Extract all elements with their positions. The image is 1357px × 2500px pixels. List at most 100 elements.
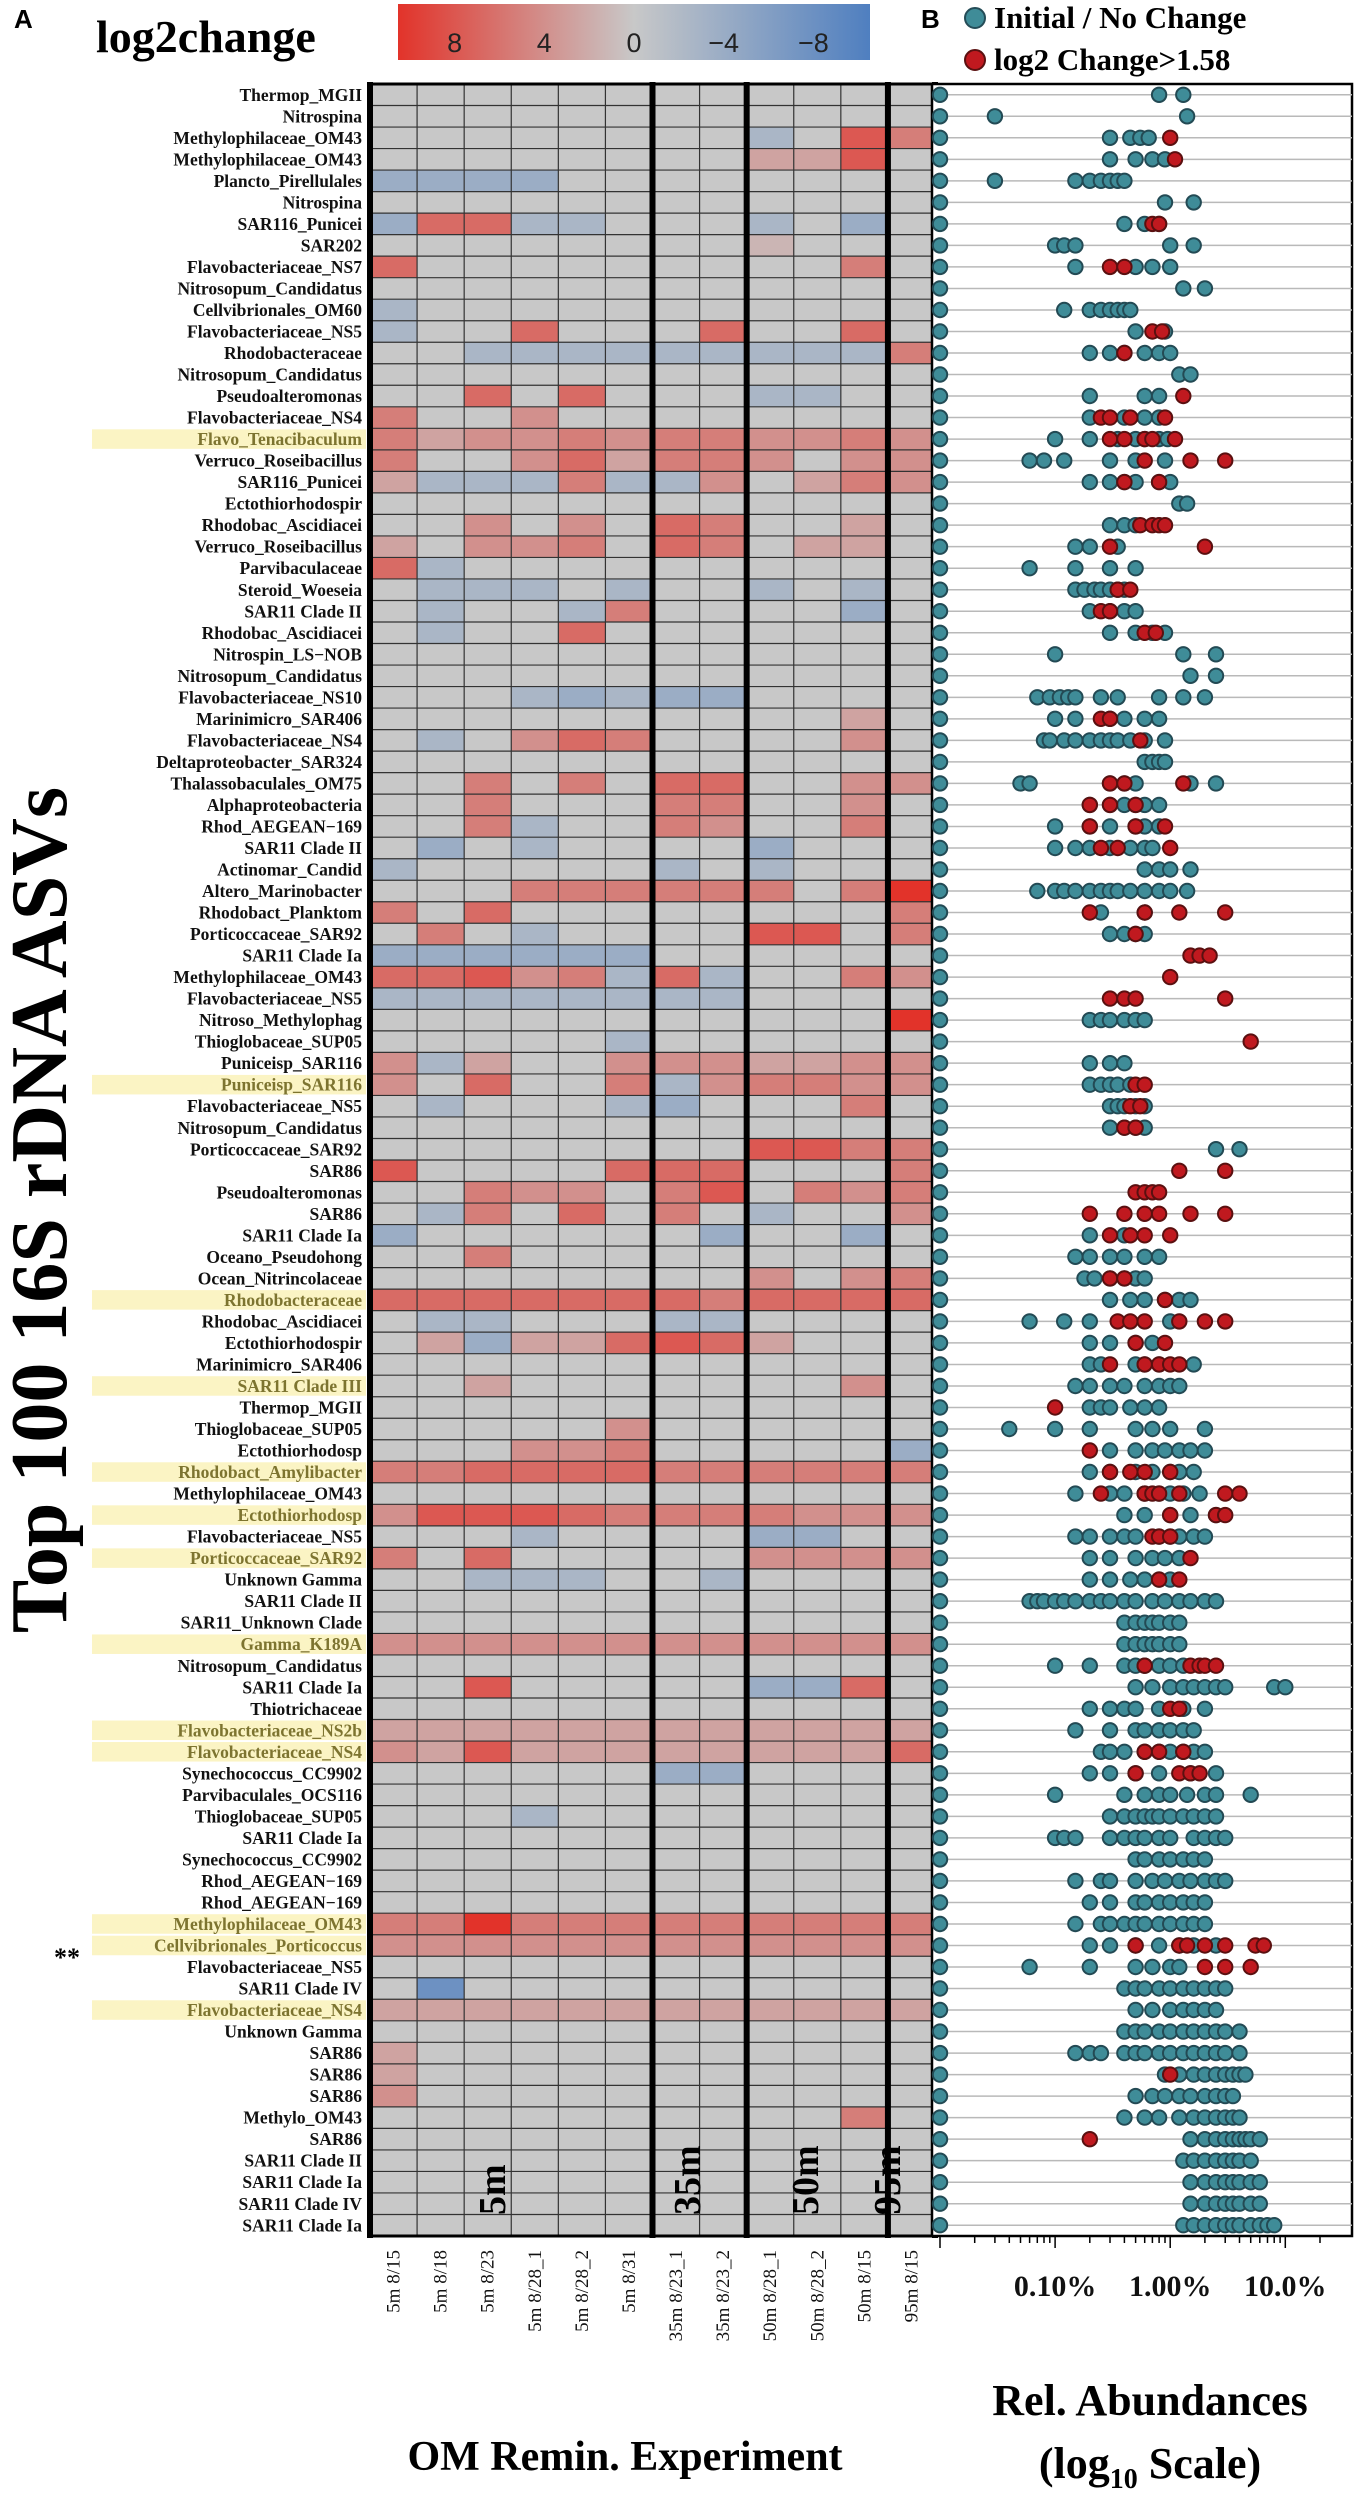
heatmap-cell	[417, 1719, 465, 1742]
changed-point	[1162, 1227, 1179, 1244]
heatmap-cell	[887, 966, 935, 988]
changed-point	[1217, 1958, 1234, 1976]
row-label: Rhodobacteraceae	[224, 1290, 362, 1310]
heatmap-cell	[605, 1870, 653, 1892]
heatmap-cell	[464, 987, 512, 1010]
changed-point	[1153, 323, 1171, 340]
initial-point	[1101, 1765, 1119, 1782]
initial-point	[1182, 1506, 1199, 1524]
changed-point	[1150, 1571, 1168, 1588]
row-label: Porticoccaceae_SAR92	[190, 924, 362, 944]
initial-point	[1162, 1829, 1179, 1847]
heatmap-cell	[605, 1052, 653, 1074]
heatmap-cell	[370, 2214, 418, 2236]
changed-point	[1156, 1334, 1174, 1352]
changed-point	[1207, 1657, 1225, 1674]
heatmap-cell	[464, 1676, 512, 1698]
heatmap-cell	[887, 105, 935, 128]
heatmap-cell	[840, 643, 888, 666]
row-label: Flavobacteriaceae_NS5	[187, 1096, 362, 1116]
row-label-highlight	[92, 429, 366, 449]
heatmap-cell	[417, 1784, 465, 1806]
initial-point	[931, 1399, 949, 1416]
heatmap-cell	[652, 514, 700, 536]
heatmap-cell	[887, 2128, 935, 2150]
heatmap-cell	[887, 751, 935, 773]
heatmap-cell	[605, 406, 653, 429]
initial-point	[1021, 1313, 1038, 1330]
heatmap-cell	[605, 901, 653, 924]
initial-point	[931, 882, 949, 900]
heatmap-cell	[793, 880, 841, 902]
heatmap-cell	[699, 1073, 747, 1096]
heatmap-cell	[793, 363, 841, 386]
initial-point	[1127, 1872, 1144, 1890]
initial-point	[1185, 1463, 1202, 1481]
initial-point	[1116, 1377, 1133, 1395]
heatmap-cell	[417, 1461, 465, 1483]
heatmap-cell	[558, 1762, 606, 1785]
heatmap-cell	[887, 2106, 935, 2129]
heatmap-cell	[746, 1934, 794, 1957]
initial-point	[1175, 280, 1192, 297]
heatmap-cell	[840, 751, 888, 773]
changed-point	[1101, 409, 1119, 426]
heatmap-cell	[417, 105, 465, 128]
heatmap-cell	[605, 1719, 653, 1742]
heatmap-cell	[840, 1138, 888, 1160]
initial-point	[1196, 1851, 1214, 1868]
initial-point	[1162, 861, 1179, 878]
row-label: Flavobacteriaceae_NS4	[187, 730, 362, 750]
heatmap-cell	[511, 342, 559, 364]
heatmap-cell	[793, 1009, 841, 1031]
y-axis-title: Top 100 16S rDNA ASVs	[0, 787, 84, 1633]
initial-point	[1136, 1011, 1153, 1029]
column-label: 95m 8/15	[902, 2250, 923, 2322]
changed-point	[1136, 1356, 1153, 1373]
heatmap-cell	[511, 449, 559, 472]
row-label: Nitrospin_LS−NOB	[213, 644, 362, 664]
row-label-highlight	[92, 1914, 366, 1934]
changed-point	[1136, 1743, 1153, 1761]
heatmap-cell	[511, 772, 559, 795]
heatmap-cell	[558, 1310, 606, 1333]
heatmap-cell	[605, 1181, 653, 1204]
heatmap-cell	[558, 1504, 606, 1526]
heatmap-cell	[464, 1030, 512, 1053]
heatmap-cells	[370, 84, 935, 2236]
initial-point	[1127, 1700, 1144, 1718]
initial-point	[931, 1463, 949, 1481]
initial-point	[931, 1227, 949, 1244]
heatmap-cell	[605, 923, 653, 945]
heatmap-cell	[652, 815, 700, 838]
heatmap-cell	[605, 1848, 653, 1871]
changed-point	[1127, 1937, 1144, 1954]
changed-point	[1217, 452, 1234, 469]
heatmap-cell	[793, 127, 841, 149]
heatmap-cell	[652, 1289, 700, 1311]
heatmap-cell	[417, 1934, 465, 1957]
heatmap-cell	[746, 1805, 794, 1828]
heatmap-cell	[464, 2192, 512, 2215]
heatmap-cell	[511, 880, 559, 902]
heatmap-cell	[605, 170, 653, 192]
heatmap-cell	[887, 363, 935, 386]
heatmap-cell	[558, 1633, 606, 1655]
changed-point	[1217, 990, 1234, 1007]
heatmap-cell	[699, 1827, 747, 1849]
initial-point	[931, 452, 949, 469]
heatmap-cell	[558, 1418, 606, 1440]
heatmap-cell	[887, 1719, 935, 1742]
heatmap-cell	[887, 2042, 935, 2064]
x-tick-label: 0.10%	[1014, 2270, 1097, 2303]
heatmap-cell	[652, 428, 700, 450]
heatmap-cell	[793, 2085, 841, 2107]
initial-point	[931, 2066, 949, 2083]
heatmap-cell	[793, 794, 841, 816]
heatmap-cell	[652, 923, 700, 945]
heatmap-cell	[464, 1267, 512, 1290]
heatmap-cell	[699, 1418, 747, 1440]
heatmap-cell	[887, 1095, 935, 1117]
heatmap-cell	[652, 1698, 700, 1720]
heatmap-cell	[793, 1805, 841, 1828]
